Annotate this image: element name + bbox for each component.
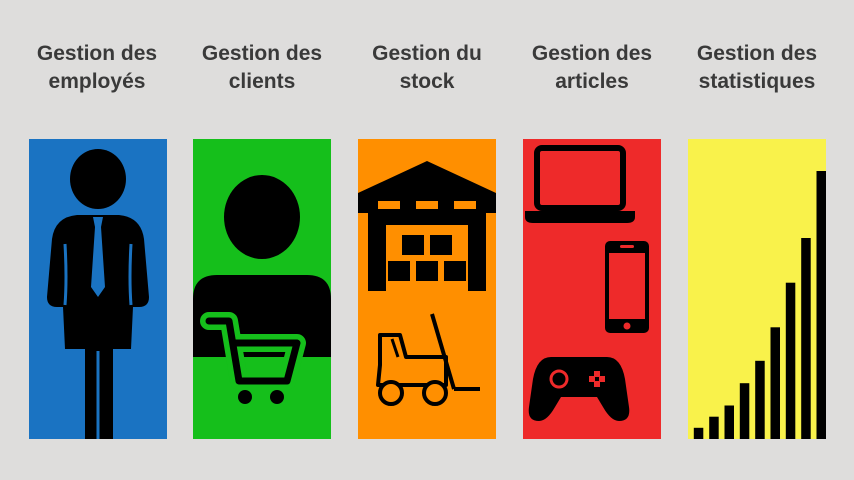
tile-employes[interactable] <box>29 139 167 439</box>
stats-bar-9 <box>816 171 826 439</box>
label-stock-line2: stock <box>399 70 455 93</box>
label-statistiques: Gestion des statistiques <box>682 40 832 96</box>
stats-bar-1 <box>693 427 704 439</box>
tile-stock[interactable] <box>358 139 496 439</box>
label-clients-line1: Gestion des <box>201 42 323 65</box>
stats-bar-2 <box>709 416 719 439</box>
customer-cart-icon <box>193 139 331 439</box>
label-clients-line2: clients <box>228 70 296 93</box>
tile-clients[interactable] <box>193 139 331 439</box>
label-stock-line1: Gestion du <box>372 42 482 65</box>
tile-articles[interactable] <box>523 139 661 439</box>
stats-bar-5 <box>755 360 765 439</box>
label-clients: Gestion des clients <box>187 40 337 96</box>
stats-bar-7 <box>785 282 796 439</box>
label-statistiques-line1: Gestion des <box>696 42 818 65</box>
devices-icon <box>523 139 661 439</box>
stats-bar-4 <box>739 383 750 439</box>
bar-chart-icon <box>688 139 826 439</box>
label-employes-line2: employés <box>48 70 146 93</box>
stats-bar-6 <box>770 327 780 439</box>
stats-bar-3 <box>724 405 734 439</box>
label-employes: Gestion des employés <box>22 40 172 96</box>
tile-statistiques[interactable] <box>688 139 826 439</box>
label-articles: Gestion des articles <box>517 40 667 96</box>
label-statistiques-line2: statistiques <box>698 70 816 93</box>
label-articles-line2: articles <box>555 70 629 93</box>
employee-icon <box>29 139 167 439</box>
warehouse-forklift-icon <box>358 139 496 439</box>
stats-bar-8 <box>801 238 811 439</box>
label-stock: Gestion du stock <box>352 40 502 96</box>
label-articles-line1: Gestion des <box>531 42 653 65</box>
label-employes-line1: Gestion des <box>36 42 158 65</box>
